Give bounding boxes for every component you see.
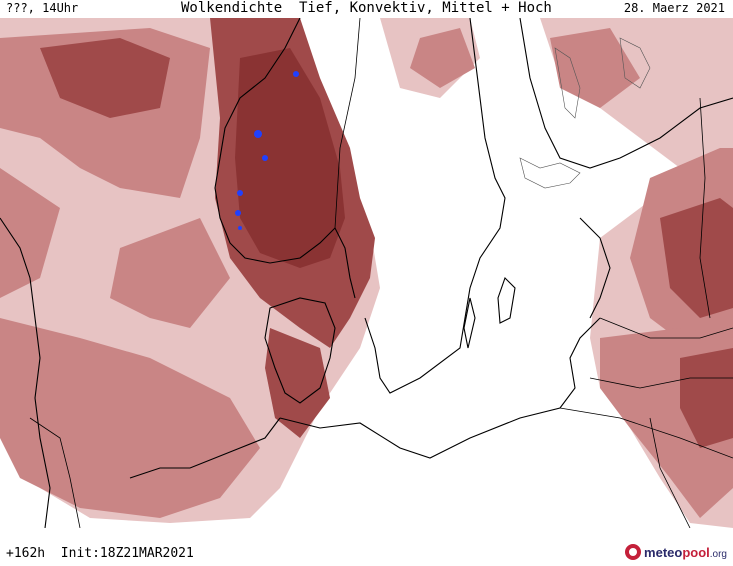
map-footer: +162h Init:18Z21MAR2021 meteopool.org [0,528,733,566]
oland-island [463,297,476,349]
cloud-density-map [0,17,733,529]
border-poland-lithuania [559,407,733,459]
map-header: ???, 14Uhr Wolkendichte Tief, Konvektiv,… [0,0,733,18]
border-lithuania [589,377,733,389]
finnish-lakes [519,37,651,189]
norway-coast [214,17,356,299]
valid-time-label: ???, 14Uhr [6,1,79,15]
meteopool-logo[interactable]: meteopool.org [625,544,727,560]
coastlines [0,17,733,529]
denmark-jutland [264,297,336,404]
forecast-run-info: +162h Init:18Z21MAR2021 [6,546,194,561]
country-borders [29,17,733,529]
norway-lakes [235,71,299,230]
map-canvas [0,17,733,529]
britain-coast [0,217,51,529]
meteopool-logo-icon [625,544,642,560]
sweden-east-coast [364,17,506,394]
gotland-island [497,276,516,324]
meteopool-logo-text: meteopool.org [644,544,727,560]
baltic-states-coast [579,217,611,319]
baltic-south-coast [279,317,601,459]
border-russia [699,97,711,319]
map-title: Wolkendichte Tief, Konvektiv, Mittel + H… [181,0,552,16]
border-uk-inner [29,417,81,529]
border-latvia [599,317,733,339]
border-norway-sweden [334,17,361,229]
border-poland-belarus [649,417,691,529]
finland-coast [519,17,733,169]
north-sea-coast [129,417,281,479]
valid-date: 28. Maerz 2021 [623,1,725,15]
cloud-layer-darkest [235,48,345,268]
